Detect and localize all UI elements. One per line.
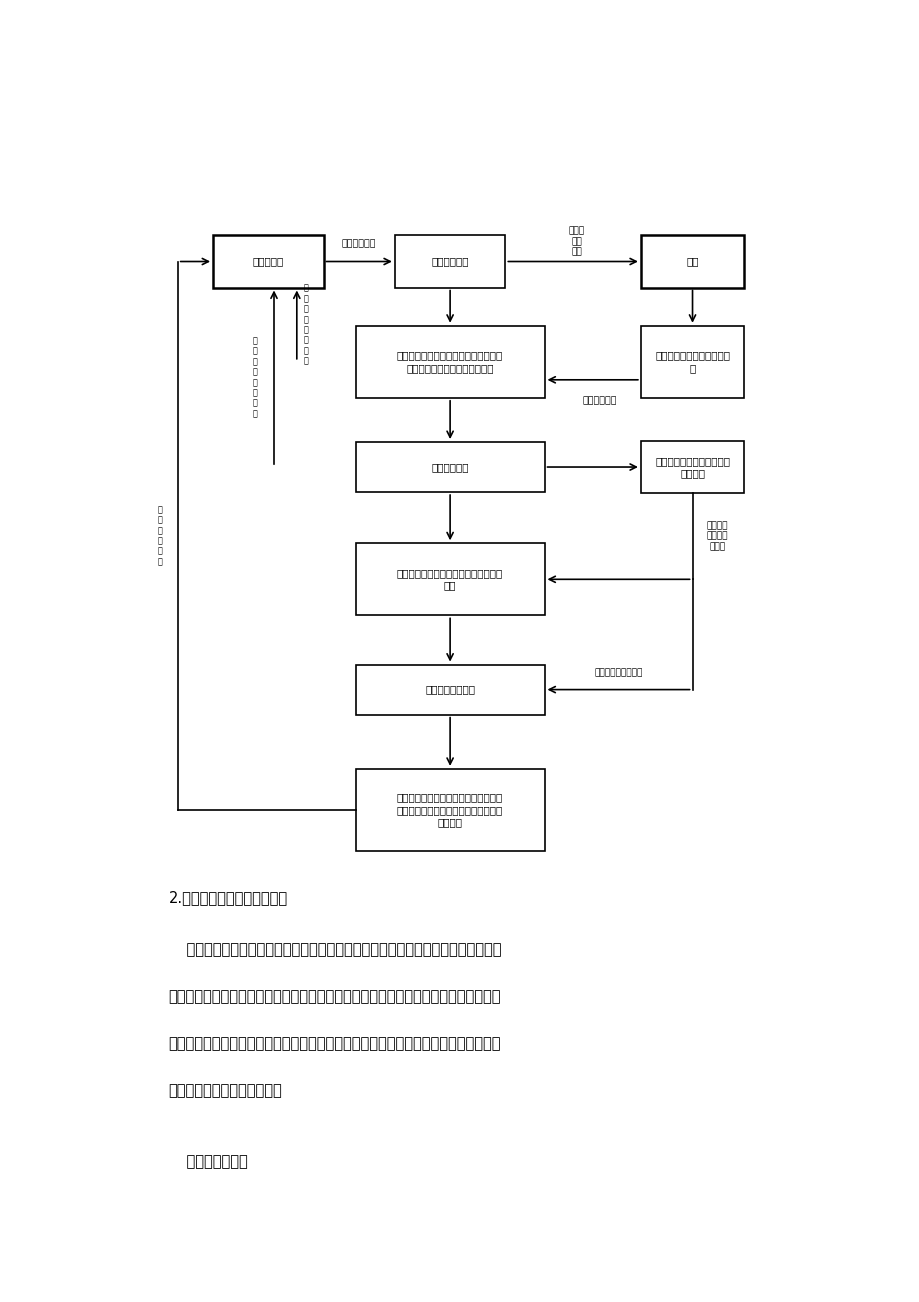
Text: 对可以由某一个学院开展竞赛组织工作的竞赛，可在学校主管部门的统筹安排下，: 对可以由某一个学院开展竞赛组织工作的竞赛，可在学校主管部门的统筹安排下， [168,943,502,957]
Text: 公
布
参
赛
成
绩: 公 布 参 赛 成 绩 [157,505,162,566]
Text: 学校职能部门: 学校职能部门 [431,256,469,267]
Text: 竞赛组委会: 竞赛组委会 [253,256,284,267]
Text: 工作流程如下：: 工作流程如下： [168,1155,248,1169]
Text: 等工作。如全国大学生数学建模竞赛、美国大学生数学建模竞赛、全国大学生物流设计: 等工作。如全国大学生数学建模竞赛、美国大学生数学建模竞赛、全国大学生物流设计 [168,1036,501,1052]
Text: 报
送
本
校
参
赛
信
息: 报 送 本 校 参 赛 信 息 [252,336,256,418]
Text: 发布竞赛通知: 发布竞赛通知 [342,240,376,249]
Text: 报送本学院参赛作品: 报送本学院参赛作品 [594,668,642,677]
Text: 学院: 学院 [686,256,698,267]
Text: 统筹全校竞赛日程安排，根据需要组织
培训: 统筹全校竞赛日程安排，根据需要组织 培训 [397,568,503,591]
Text: 通知组
队伍
参赛: 通知组 队伍 参赛 [568,227,584,256]
Text: 大赛、重庆大学力学竞赛等。: 大赛、重庆大学力学竞赛等。 [168,1083,282,1099]
FancyBboxPatch shape [356,664,544,715]
FancyBboxPatch shape [641,441,743,493]
Text: 反馈参赛信息: 反馈参赛信息 [582,396,617,405]
FancyBboxPatch shape [356,543,544,616]
FancyBboxPatch shape [394,236,505,288]
FancyBboxPatch shape [356,326,544,398]
FancyBboxPatch shape [641,326,743,398]
FancyBboxPatch shape [356,768,544,852]
Text: 根据竞赛要求及本校情况，确定竞赛规
模，提出竞赛预算，报学校审批: 根据竞赛要求及本校情况，确定竞赛规 模，提出竞赛预算，报学校审批 [397,350,503,372]
Text: 由相应学院组织开展竞赛有关工作，实验室及设备管理处负责竞赛经费管理、对外联络: 由相应学院组织开展竞赛有关工作，实验室及设备管理处负责竞赛经费管理、对外联络 [168,990,501,1004]
FancyBboxPatch shape [641,236,743,288]
FancyBboxPatch shape [213,236,323,288]
Text: 组织学生报名，确定指导教
师: 组织学生报名，确定指导教 师 [654,350,730,372]
Text: 收集学校参赛作品: 收集学校参赛作品 [425,685,474,694]
FancyBboxPatch shape [356,441,544,492]
Text: 统计参赛信息: 统计参赛信息 [431,462,469,473]
Text: 报
送
本
校
参
赛
信
息: 报 送 本 校 参 赛 信 息 [303,284,309,366]
Text: 通知开展
竞赛培训
及选拔: 通知开展 竞赛培训 及选拔 [706,521,728,551]
Text: 根据竞赛组委会公布的竞赛成绩，申请
发放奖金，落实学生学分、研究生推免
等事项。: 根据竞赛组委会公布的竞赛成绩，申请 发放奖金，落实学生学分、研究生推免 等事项。 [397,793,503,827]
Text: 2.学院主导、校职能部门协助: 2.学院主导、校职能部门协助 [168,891,288,905]
Text: 落实竞赛场地，组织学生培
训及参赛: 落实竞赛场地，组织学生培 训及参赛 [654,456,730,478]
